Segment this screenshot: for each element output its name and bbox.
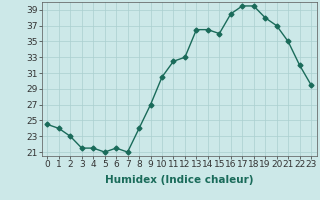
X-axis label: Humidex (Indice chaleur): Humidex (Indice chaleur) [105,175,253,185]
